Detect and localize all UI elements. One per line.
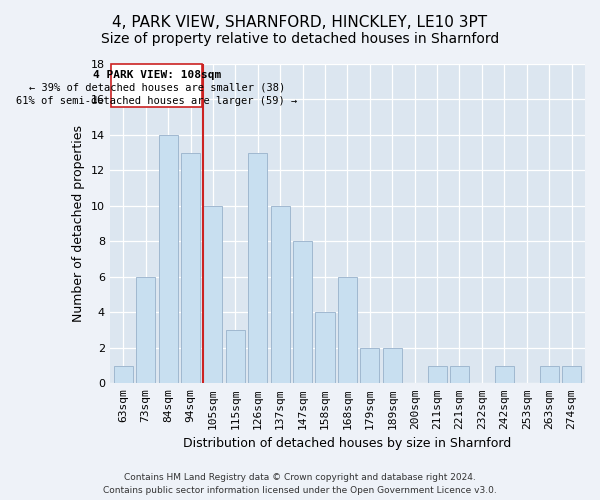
Text: Contains HM Land Registry data © Crown copyright and database right 2024.
Contai: Contains HM Land Registry data © Crown c… bbox=[103, 474, 497, 495]
FancyBboxPatch shape bbox=[111, 64, 202, 108]
Bar bbox=[361, 348, 379, 384]
Bar bbox=[495, 366, 514, 384]
Bar bbox=[450, 366, 469, 384]
X-axis label: Distribution of detached houses by size in Sharnford: Distribution of detached houses by size … bbox=[183, 437, 512, 450]
Bar bbox=[271, 206, 290, 384]
Bar bbox=[248, 152, 267, 384]
Bar bbox=[293, 242, 312, 384]
Bar bbox=[539, 366, 559, 384]
Text: ← 39% of detached houses are smaller (38): ← 39% of detached houses are smaller (38… bbox=[29, 83, 285, 93]
Bar bbox=[181, 152, 200, 384]
Bar bbox=[114, 366, 133, 384]
Text: Size of property relative to detached houses in Sharnford: Size of property relative to detached ho… bbox=[101, 32, 499, 46]
Bar bbox=[383, 348, 402, 384]
Text: 61% of semi-detached houses are larger (59) →: 61% of semi-detached houses are larger (… bbox=[16, 96, 297, 106]
Text: 4, PARK VIEW, SHARNFORD, HINCKLEY, LE10 3PT: 4, PARK VIEW, SHARNFORD, HINCKLEY, LE10 … bbox=[112, 15, 488, 30]
Bar bbox=[428, 366, 446, 384]
Text: 4 PARK VIEW: 108sqm: 4 PARK VIEW: 108sqm bbox=[92, 70, 221, 80]
Bar bbox=[562, 366, 581, 384]
Bar bbox=[158, 135, 178, 384]
Bar bbox=[338, 277, 357, 384]
Bar bbox=[203, 206, 223, 384]
Bar bbox=[226, 330, 245, 384]
Bar bbox=[316, 312, 335, 384]
Y-axis label: Number of detached properties: Number of detached properties bbox=[72, 125, 85, 322]
Bar bbox=[136, 277, 155, 384]
